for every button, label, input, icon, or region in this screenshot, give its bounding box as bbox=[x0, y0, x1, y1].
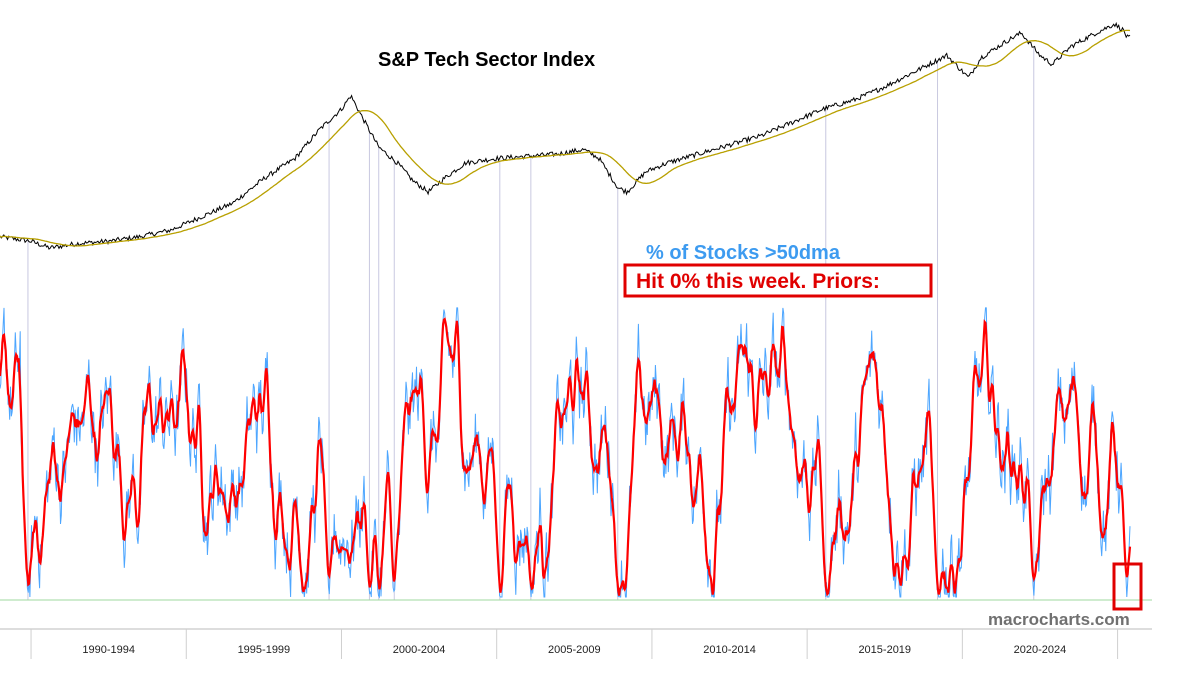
x-tick-label: 2000-2004 bbox=[393, 644, 446, 656]
x-tick-label: 2015-2019 bbox=[858, 644, 911, 656]
x-tick-label: 1995-1999 bbox=[238, 644, 291, 656]
x-tick-label: 2020-2024 bbox=[1014, 644, 1067, 656]
annotation-box bbox=[623, 263, 933, 298]
highlight-box bbox=[1112, 562, 1143, 611]
watermark: macrocharts.com bbox=[988, 610, 1130, 629]
x-tick-label: 2010-2014 bbox=[703, 644, 756, 656]
x-axis: 1990-1994 1995-1999 2000-2004 2005-2009 2010… bbox=[0, 628, 1152, 659]
chart-title: S&P Tech Sector Index bbox=[378, 49, 595, 71]
x-tick-label: 1990-1994 bbox=[82, 644, 135, 656]
price-moving-average bbox=[0, 29, 1131, 247]
price-panel bbox=[0, 21, 1131, 250]
vertical-marker-lines bbox=[27, 47, 1035, 600]
breadth-panel bbox=[0, 307, 1132, 599]
x-tick-label: 2005-2009 bbox=[548, 644, 601, 656]
annotation-text: Hit 0% this week. Priors: bbox=[636, 270, 880, 293]
breadth-smoothed-line bbox=[0, 317, 1132, 597]
breadth-subtitle: % of Stocks >50dma bbox=[646, 242, 841, 264]
